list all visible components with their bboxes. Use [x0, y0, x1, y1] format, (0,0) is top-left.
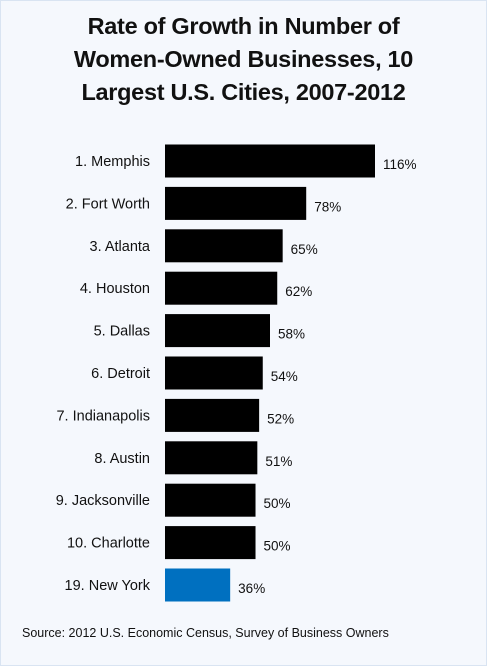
chart-title: Rate of Growth in Number of Women-Owned … [0, 10, 487, 109]
data-label: 54% [271, 369, 298, 384]
chart-title-line-2: Women-Owned Businesses, 10 [73, 46, 414, 72]
chart-title-line-1: Rate of Growth in Number of [87, 13, 400, 39]
bar [165, 314, 270, 348]
data-label: 51% [265, 454, 292, 469]
category-label: 10. Charlotte [67, 536, 150, 552]
bar [165, 186, 307, 220]
category-label: 7. Indianapolis [56, 408, 150, 424]
bar [165, 356, 263, 390]
data-label: 58% [278, 327, 305, 342]
highlight-bar [165, 568, 231, 602]
data-label: 50% [264, 539, 291, 554]
bar [165, 526, 256, 560]
category-label: 2. Fort Worth [66, 196, 150, 212]
data-label: 62% [285, 284, 312, 299]
data-label: 116% [383, 157, 417, 172]
category-label: 3. Atlanta [90, 239, 151, 255]
category-label: 5. Dallas [94, 324, 150, 340]
data-label: 52% [267, 411, 294, 426]
bar [165, 144, 375, 178]
source-note: Source: 2012 U.S. Economic Census, Surve… [22, 626, 389, 640]
category-label: 19. New York [65, 578, 151, 594]
category-label: 4. Houston [80, 281, 150, 297]
category-label: 1. Memphis [75, 154, 150, 170]
data-label: 78% [314, 199, 341, 214]
bar [165, 398, 260, 432]
data-label: 50% [264, 496, 291, 511]
data-label: 65% [291, 242, 318, 257]
chart-title-line-3: Largest U.S. Cities, 2007-2012 [81, 79, 406, 105]
bar [165, 271, 278, 305]
bar [165, 483, 256, 517]
bar [165, 441, 258, 475]
category-label: 6. Detroit [91, 366, 150, 382]
data-label: 36% [238, 581, 265, 596]
category-label: 9. Jacksonville [56, 493, 150, 509]
bar [165, 229, 283, 263]
category-label: 8. Austin [94, 451, 150, 467]
